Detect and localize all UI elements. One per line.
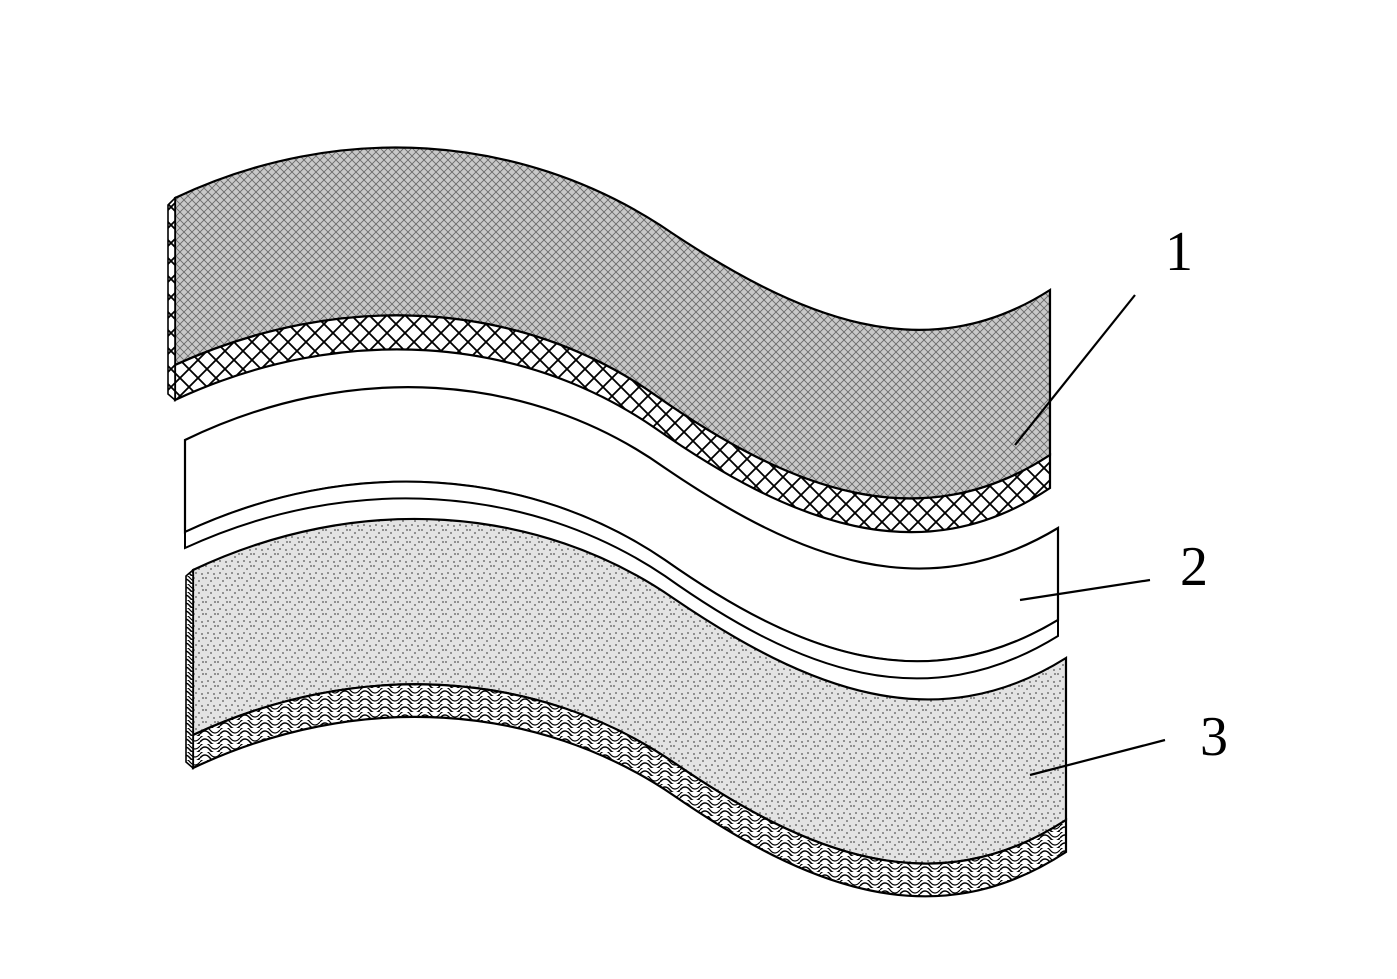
- layer-1-left-side: [168, 198, 175, 400]
- layers-group: [168, 148, 1066, 897]
- layered-diagram: 1 2 3: [0, 0, 1397, 979]
- label-1: 1: [1165, 221, 1193, 283]
- label-2: 2: [1180, 536, 1208, 598]
- labels-group: 1 2 3: [1165, 221, 1228, 768]
- layer-3-left-side: [186, 570, 193, 768]
- label-3: 3: [1200, 706, 1228, 768]
